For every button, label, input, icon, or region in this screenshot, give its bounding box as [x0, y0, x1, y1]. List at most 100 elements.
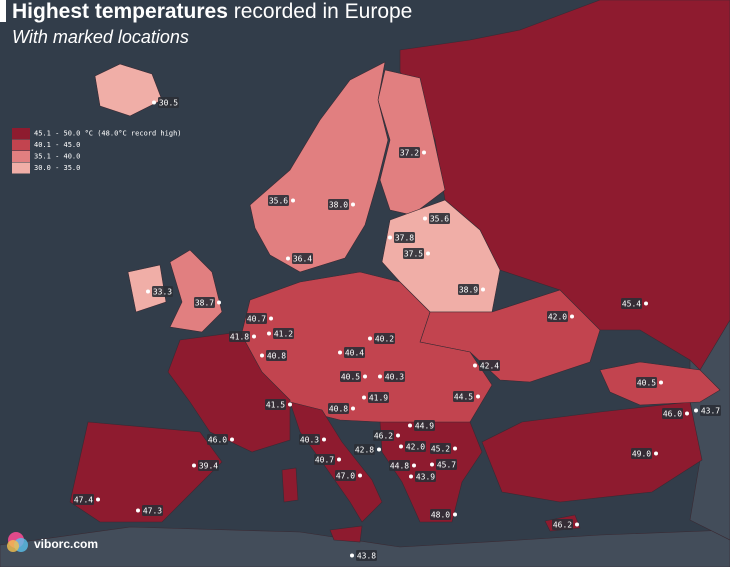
- marker-box: [299, 434, 320, 445]
- marker-dot: [362, 395, 366, 400]
- marker: 41.5: [265, 399, 292, 410]
- marker-dot: [267, 331, 271, 336]
- marker-dot: [291, 198, 295, 203]
- marker-box: [479, 360, 500, 371]
- marker-dot: [408, 423, 412, 428]
- marker-box: [292, 253, 313, 264]
- marker: 42.4: [473, 360, 500, 371]
- marker: 38.7: [194, 297, 221, 308]
- marker-label: 44.5: [454, 393, 473, 402]
- turkey: [481, 401, 703, 503]
- marker-dot: [399, 444, 403, 449]
- marker: 41.8: [229, 331, 256, 342]
- marker-dot: [288, 402, 292, 407]
- marker-label: 38.9: [459, 286, 478, 295]
- marker: 42.8: [354, 444, 381, 455]
- marker-box: [700, 405, 721, 416]
- marker-label: 47.0: [336, 472, 355, 481]
- marker-label: 40.8: [267, 352, 286, 361]
- marker-dot: [453, 512, 457, 517]
- marker-dot: [453, 446, 457, 451]
- marker: 43.9: [409, 471, 436, 482]
- marker: 33.3: [146, 286, 173, 297]
- marker-dot: [217, 300, 221, 305]
- legend-label: 35.1 - 40.0: [34, 153, 80, 161]
- marker-dot: [136, 508, 140, 513]
- marker-box: [273, 328, 294, 339]
- marker-dot: [654, 451, 658, 456]
- marker-box: [266, 350, 287, 361]
- marker-box: [662, 408, 683, 419]
- marker-label: 43.9: [416, 473, 435, 482]
- title-accent: [0, 0, 6, 22]
- marker-label: 46.2: [374, 432, 393, 441]
- marker-dot: [350, 553, 354, 558]
- marker-box: [636, 377, 657, 388]
- marker: 41.2: [267, 328, 294, 339]
- marker-dot: [426, 251, 430, 256]
- marker-label: 33.3: [153, 288, 172, 297]
- markers: 30.5 37.2 35.6 38.0 35.6 37.8 36.4 37.5 33.3 38.9…: [73, 97, 721, 561]
- marker-label: 47.4: [74, 496, 93, 505]
- marker-dot: [337, 457, 341, 462]
- marker: 41.9: [362, 392, 389, 403]
- marker: 40.3: [299, 434, 326, 445]
- marker-box: [436, 459, 457, 470]
- marker-box: [229, 331, 250, 342]
- legend-swatch: [12, 162, 30, 174]
- marker-dot: [409, 474, 413, 479]
- marker-label: 40.3: [385, 373, 404, 382]
- marker-dot: [252, 334, 256, 339]
- marker-label: 40.3: [300, 436, 319, 445]
- marker-label: 42.8: [355, 446, 374, 455]
- marker-dot: [260, 353, 264, 358]
- marker: 38.0: [328, 199, 355, 210]
- france: [167, 331, 291, 453]
- marker-dot: [192, 463, 196, 468]
- marker: 42.0: [547, 311, 574, 322]
- marker: 35.6: [423, 213, 450, 224]
- marker-dot: [378, 374, 382, 379]
- marker-dot: [423, 216, 427, 221]
- marker-label: 46.0: [663, 410, 682, 419]
- marker-box: [399, 147, 420, 158]
- marker-label: 40.5: [637, 379, 656, 388]
- marker-box: [344, 347, 365, 358]
- marker-label: 40.5: [341, 373, 360, 382]
- marker-box: [389, 460, 410, 471]
- marker: 44.8: [389, 460, 416, 471]
- marker-label: 41.9: [369, 394, 388, 403]
- britain: [169, 249, 223, 333]
- marker-box: [430, 509, 451, 520]
- legend: 45.1 - 50.0 °C (48.0°C record high) 40.1 …: [12, 128, 182, 174]
- logo: viborc.com: [7, 532, 98, 552]
- marker-dot: [659, 380, 663, 385]
- marker: 45.7: [430, 459, 457, 470]
- marker-label: 46.0: [208, 436, 227, 445]
- finland: [377, 69, 446, 216]
- marker-box: [368, 392, 389, 403]
- marker-label: 48.0: [431, 511, 450, 520]
- marker-label: 41.8: [230, 333, 249, 342]
- marker-label: 43.8: [357, 552, 376, 561]
- marker: 47.0: [335, 470, 362, 481]
- marker: 38.9: [458, 284, 485, 295]
- marker: 44.5: [453, 391, 480, 402]
- marker: 30.5: [152, 97, 179, 108]
- marker: 40.7: [246, 313, 273, 324]
- marker-label: 37.8: [395, 234, 414, 243]
- marker-box: [340, 371, 361, 382]
- title-bold: Highest temperatures: [12, 0, 228, 23]
- title-rest: recorded in Europe: [234, 0, 413, 23]
- marker-label: 36.4: [293, 255, 312, 264]
- marker-label: 42.4: [480, 362, 499, 371]
- marker-dot: [358, 473, 362, 478]
- marker-box: [453, 391, 474, 402]
- marker-dot: [363, 374, 367, 379]
- legend-label: 45.1 - 50.0 °C (48.0°C record high): [34, 130, 182, 138]
- marker: 46.2: [552, 519, 579, 530]
- marker: 36.4: [286, 253, 313, 264]
- marker-box: [415, 471, 436, 482]
- marker-dot: [351, 202, 355, 207]
